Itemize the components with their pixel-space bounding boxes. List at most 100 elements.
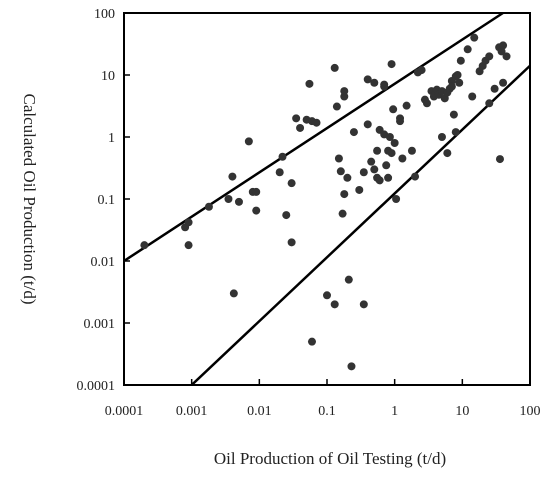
data-point [204,202,213,211]
data-point [228,172,237,181]
data-point [252,187,261,196]
y-tick-label: 0.0001 [77,379,116,394]
data-point [390,139,399,148]
x-tick-label: 1 [391,404,398,419]
data-point [384,173,393,182]
x-tick-label: 10 [455,404,469,419]
data-point [140,241,149,250]
data-point [234,197,243,206]
data-point [422,99,431,108]
data-point [385,133,394,141]
x-tick-label: 0.0001 [105,404,144,419]
data-point [499,78,508,87]
data-point [307,337,316,346]
data-point [340,190,349,199]
data-point [252,206,261,215]
plot-border [123,12,531,386]
data-point [455,78,464,87]
data-point [407,146,416,155]
data-point [355,185,364,194]
data-point [453,71,462,79]
data-point [389,105,398,114]
data-point [373,146,382,155]
data-point [499,41,508,50]
data-point [387,149,396,158]
data-point [292,114,301,123]
data-point [437,133,446,141]
x-tick-label: 100 [520,404,541,419]
y-axis-title: Calculated Oil Production (t/d) [20,93,39,304]
data-point [485,99,494,108]
data-point [447,82,456,91]
data-point [417,66,426,75]
data-point [184,218,193,227]
data-point [359,300,368,309]
data-point [287,179,296,188]
data-point [278,152,287,161]
data-point [370,78,379,87]
data-point [396,114,405,123]
data-point [229,289,238,298]
data-point [323,291,331,300]
data-point [312,118,321,127]
data-point [330,63,339,72]
data-point [282,211,291,220]
boundary-lines [123,11,531,386]
data-point [338,209,347,218]
data-point [349,128,358,137]
x-axis-ticks: 0.0001 0.001 0.01 0.1 1 10 100 [105,379,541,419]
data-point [340,87,349,96]
data-point [490,84,499,93]
data-point [485,52,494,61]
y-tick-label: 0.01 [91,255,116,270]
data-point [380,82,389,91]
y-tick-label: 0.001 [84,317,116,332]
x-axis-title: Oil Production of Oil Testing (t/d) [214,449,446,468]
data-point [398,154,407,163]
data-point [343,173,352,182]
data-point [244,137,253,146]
data-point [449,110,458,119]
data-point [456,56,465,65]
x-tick-label: 0.1 [318,404,336,419]
data-point [468,92,477,101]
x-tick-label: 0.001 [176,404,208,419]
data-point [275,168,284,177]
data-point [502,52,511,61]
data-point [344,275,353,284]
lower-boundary-line [190,64,531,386]
data-point [392,195,401,203]
data-point [367,157,376,166]
axes [123,12,531,386]
data-point [411,172,420,181]
x-tick-label: 0.01 [247,404,272,419]
data-point [443,149,452,158]
data-point [184,241,193,250]
data-point [332,102,341,111]
y-axis-ticks: 0.0001 0.001 0.01 0.1 1 10 100 [77,7,130,394]
y-tick-label: 100 [94,7,115,22]
data-point [334,154,343,163]
data-point [336,167,345,176]
data-point [224,195,233,203]
data-point [463,45,472,54]
data-point [375,176,384,185]
upper-boundary-line [123,11,504,263]
data-points [140,33,511,371]
data-point [497,47,506,56]
data-point [451,128,460,137]
data-point [287,238,296,247]
data-point [402,101,411,110]
data-point [382,161,391,170]
data-point [330,300,339,309]
data-point [296,123,305,132]
data-point [359,168,368,177]
y-tick-label: 0.1 [98,193,116,208]
data-point [363,75,372,84]
y-tick-label: 1 [108,131,115,146]
data-point [370,165,379,174]
data-point [495,155,504,164]
data-point [305,79,314,88]
data-point [387,60,396,69]
